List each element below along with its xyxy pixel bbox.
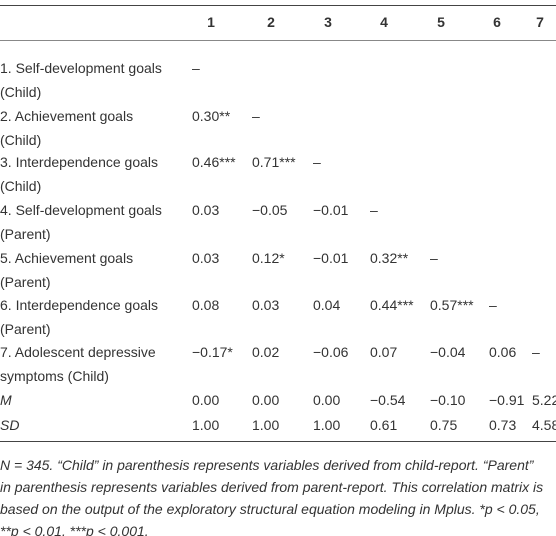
cell: 0.00 [252, 392, 280, 408]
cell: – [489, 297, 497, 313]
row-label: 6. Interdependence goals [0, 297, 159, 313]
row-label: (Parent) [0, 226, 51, 242]
cell: −0.01 [313, 202, 349, 218]
cell: 1.00 [252, 417, 280, 433]
row-label: (Parent) [0, 321, 51, 337]
cell: −0.04 [430, 344, 466, 360]
cell: 0.03 [252, 297, 280, 313]
cell: −0.05 [252, 202, 288, 218]
cell: −0.10 [430, 392, 466, 408]
column-header: 6 [493, 14, 501, 30]
cell: 0.04 [313, 297, 341, 313]
rule [0, 40, 556, 41]
cell: −0.91 [489, 392, 525, 408]
cell: 0.12* [252, 250, 285, 266]
row-label: 5. Achievement goals [0, 250, 134, 266]
column-header: 4 [380, 14, 388, 30]
column-header: 2 [267, 14, 275, 30]
column-header: 1 [207, 14, 215, 30]
cell: 1.00 [192, 417, 220, 433]
rule [0, 441, 556, 442]
cell: 0.71*** [252, 154, 296, 170]
cell: 0.32** [370, 250, 409, 266]
cell: – [430, 250, 438, 266]
row-label: 3. Interdependence goals [0, 154, 159, 170]
column-header: 5 [437, 14, 445, 30]
cell: −0.06 [313, 344, 349, 360]
row-label: 1. Self-development goals [0, 60, 162, 76]
cell: – [192, 60, 200, 76]
note: **p < 0.01, ***p < 0.001. [0, 523, 149, 536]
cell: −0.17* [192, 344, 233, 360]
row-label: symptoms (Child) [0, 368, 109, 384]
cell: 0.06 [489, 344, 517, 360]
row-label: 7. Adolescent depressive [0, 344, 156, 360]
cell: −0.54 [370, 392, 406, 408]
row-label: (Child) [0, 84, 42, 100]
cell: 0.61 [370, 417, 398, 433]
cell: 0.07 [370, 344, 398, 360]
cell: – [532, 344, 540, 360]
cell: – [252, 108, 260, 124]
cell: 0.57*** [430, 297, 474, 313]
column-header: 7 [536, 14, 544, 30]
note: N = 345. “Child” in parenthesis represen… [0, 457, 534, 473]
cell: 0.75 [430, 417, 458, 433]
cell: 0.44*** [370, 297, 414, 313]
note: based on the output of the exploratory s… [0, 501, 540, 517]
cell: – [313, 154, 321, 170]
cell: 0.03 [192, 250, 220, 266]
cell: 4.58 [532, 417, 556, 433]
row-label: 4. Self-development goals [0, 202, 162, 218]
column-header: 3 [324, 14, 332, 30]
cell: 1.00 [313, 417, 341, 433]
cell: 0.00 [313, 392, 341, 408]
row-label: 2. Achievement goals [0, 108, 134, 124]
cell: 0.03 [192, 202, 220, 218]
cell: 0.73 [489, 417, 517, 433]
cell: – [370, 202, 378, 218]
row-label: SD [0, 417, 20, 433]
rule [0, 5, 556, 6]
row-label: (Child) [0, 178, 42, 194]
cell: −0.01 [313, 250, 349, 266]
row-label: (Parent) [0, 274, 51, 290]
row-label: M [0, 392, 12, 408]
cell: 5.22 [532, 392, 556, 408]
cell: 0.30** [192, 108, 231, 124]
note: in parenthesis represents variables deri… [0, 479, 544, 495]
row-label: (Child) [0, 132, 42, 148]
cell: 0.08 [192, 297, 220, 313]
cell: 0.00 [192, 392, 220, 408]
cell: 0.02 [252, 344, 280, 360]
cell: 0.46*** [192, 154, 236, 170]
